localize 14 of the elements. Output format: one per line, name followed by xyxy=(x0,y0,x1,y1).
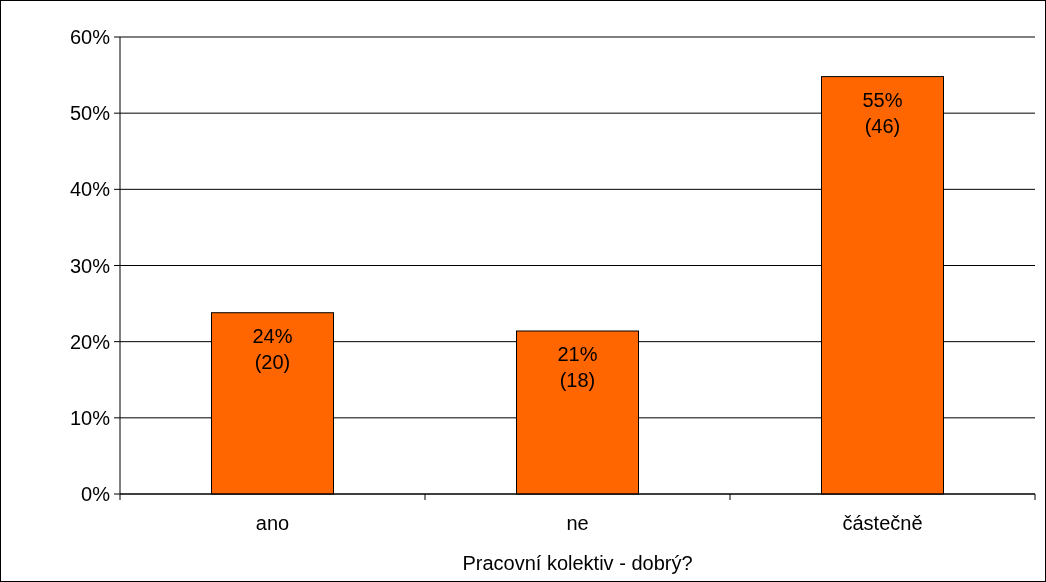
data-label: 24% (20) xyxy=(252,324,293,373)
y-tick-label: 0% xyxy=(81,483,111,505)
y-tick-label: 20% xyxy=(69,330,111,353)
y-tick-label: 40% xyxy=(69,178,111,201)
x-axis-title: Pracovní kolektiv - dobrý? xyxy=(462,552,693,574)
data-label: 55% (46) xyxy=(862,88,903,137)
data-label: 21% (18) xyxy=(557,343,598,391)
y-tick-label: 10% xyxy=(69,406,111,429)
x-tick-label: ne xyxy=(566,512,589,534)
y-tick-label: 50% xyxy=(69,102,111,125)
y-tick-label: 30% xyxy=(69,254,111,277)
x-tick-label: ano xyxy=(255,512,290,534)
y-tick-label: 60% xyxy=(69,26,111,48)
x-tick-label: částečně xyxy=(842,512,923,534)
